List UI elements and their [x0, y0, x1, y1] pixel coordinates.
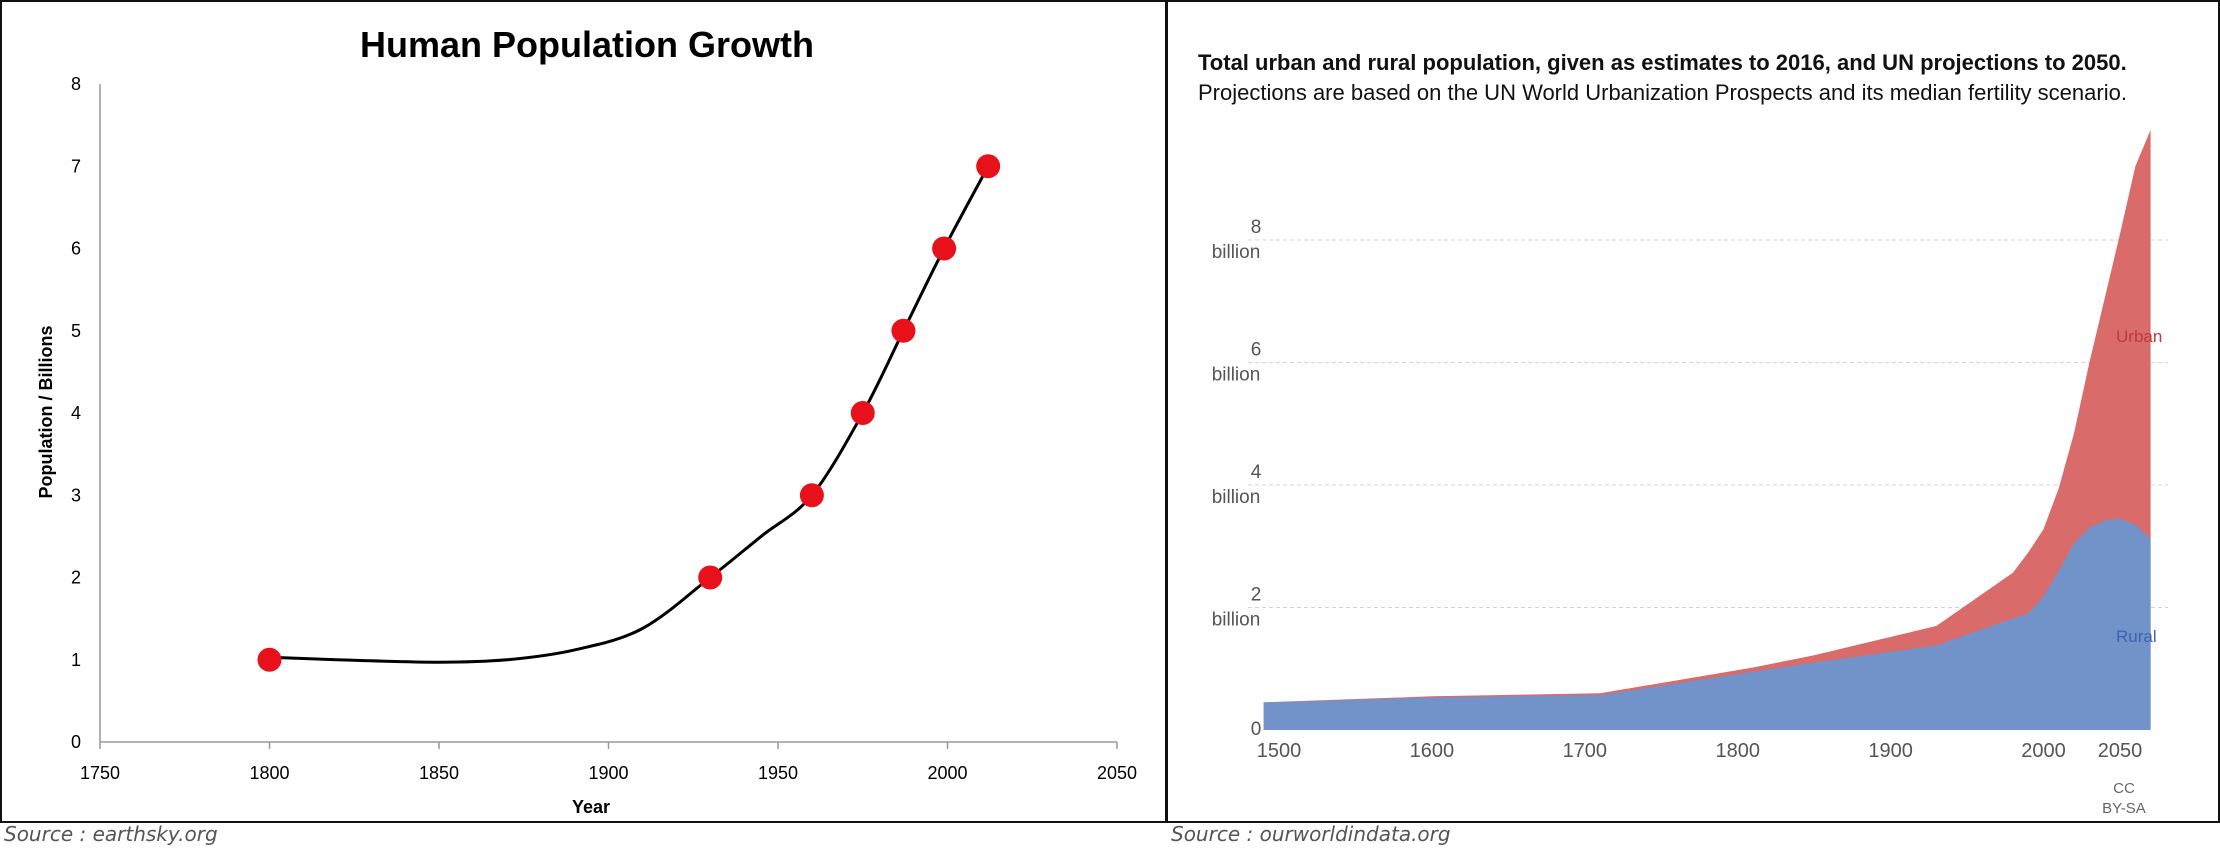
- x-tick-label: 2050: [2098, 740, 2143, 762]
- y-tick-label: 4: [71, 403, 81, 423]
- y-tick-label: 2: [1251, 585, 1262, 606]
- y-axis-label: Population / Billions: [36, 326, 56, 499]
- y-tick-unit: billion: [1212, 242, 1261, 263]
- y-tick-label: 6: [71, 239, 81, 259]
- data-point: [891, 318, 916, 343]
- x-tick-label: 1500: [1257, 740, 1302, 762]
- chart-title: Human Population Growth: [360, 24, 814, 65]
- x-tick-label: 1700: [1563, 740, 1608, 762]
- x-tick-label: 1850: [419, 763, 459, 783]
- license-line-2: BY-SA: [2102, 800, 2146, 817]
- x-tick-label: 1800: [1715, 740, 1760, 762]
- rural-series-label: Rural: [2116, 627, 2157, 646]
- y-tick-unit: billion: [1212, 365, 1261, 386]
- x-tick-label: 1950: [758, 763, 798, 783]
- y-tick-label: 4: [1251, 462, 1262, 483]
- area-chart-subtitle: Projections are based on the UN World Ur…: [1198, 80, 2127, 105]
- right-chart-panel: Total urban and rural population, given …: [1166, 0, 2220, 823]
- y-tick-label: 1: [71, 650, 81, 670]
- x-tick-label: 2000: [2021, 740, 2066, 762]
- population-growth-chart: Human Population Growth 0 1 2 3 4 5 6 7 8 1750 1800…: [36, 24, 1137, 817]
- x-axis-label: Year: [572, 797, 610, 817]
- y-tick-label: 8: [71, 74, 81, 94]
- x-tick-label: 2000: [927, 763, 967, 783]
- x-tick-label: 1900: [588, 763, 628, 783]
- area-chart-title: Total urban and rural population, given …: [1198, 50, 2127, 75]
- source-right: Source : ourworldindata.org: [1171, 822, 1451, 846]
- y-tick-label: 3: [71, 485, 81, 505]
- data-point: [799, 483, 824, 508]
- x-tick-label: 1750: [80, 763, 120, 783]
- x-tick-label: 2050: [1097, 763, 1137, 783]
- y-tick-label: 0: [71, 732, 81, 752]
- data-point: [976, 154, 1001, 179]
- x-tick-label: 1600: [1410, 740, 1455, 762]
- urban-rural-area-chart: 0 2 billion 4 billion 6 billion 8 billion 1500 160…: [1212, 129, 2168, 817]
- source-left: Source : earthsky.org: [4, 822, 218, 846]
- license-line-1: CC: [2113, 780, 2135, 797]
- y-tick-label: 2: [71, 568, 81, 588]
- left-chart-panel: Human Population Growth 0 1 2 3 4 5 6 7 8 1750 1800…: [0, 0, 1167, 823]
- y-tick-label: 6: [1251, 340, 1262, 361]
- area-chart-title-block: Total urban and rural population, given …: [1198, 48, 2127, 108]
- data-point: [850, 401, 875, 425]
- y-tick-label: 8: [1251, 217, 1262, 238]
- y-tick-unit: billion: [1212, 610, 1261, 631]
- y-tick-unit: billion: [1212, 487, 1261, 508]
- data-point: [257, 647, 282, 672]
- x-tick-label: 1900: [1868, 740, 1913, 762]
- data-point: [932, 236, 957, 261]
- y-tick-label: 0: [1251, 719, 1262, 740]
- x-tick-label: 1800: [249, 763, 289, 783]
- y-tick-label: 7: [71, 156, 81, 176]
- urban-series-label: Urban: [2116, 327, 2162, 346]
- rural-area: [1263, 518, 2151, 730]
- trend-line: [269, 165, 990, 664]
- data-point: [698, 565, 723, 590]
- y-tick-label: 5: [71, 321, 81, 341]
